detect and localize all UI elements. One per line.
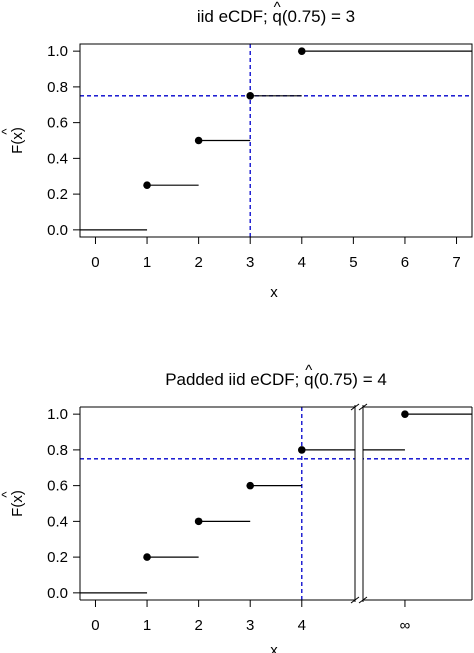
- y-tick-label: 0.6: [47, 478, 68, 495]
- title-q: q: [272, 7, 281, 26]
- title-hat: ^: [305, 362, 312, 379]
- y-tick-label: 0.8: [47, 79, 68, 96]
- y-tick-label: 0.0: [47, 585, 68, 602]
- x-tick-label: 1: [143, 617, 151, 634]
- chart-title: iid eCDF; q(0.75) = 3: [197, 7, 355, 26]
- y-tick-label: 0.2: [47, 186, 68, 203]
- x-tick-label: 2: [194, 254, 202, 271]
- step-point: [143, 553, 151, 561]
- title-prefix: iid eCDF;: [197, 7, 273, 26]
- title-suffix: (0.75) = 3: [282, 7, 355, 26]
- x-axis-label: x: [270, 642, 278, 653]
- x-tick-label: 4: [298, 617, 306, 634]
- y-tick-label: 0.8: [47, 442, 68, 459]
- chart-title: Padded iid eCDF; q(0.75) = 4: [165, 370, 387, 389]
- panel-2: Padded iid eCDF; q(0.75) = 4^: [73, 362, 473, 607]
- plot-frame: [79, 43, 473, 238]
- step-point: [246, 92, 255, 100]
- x-tick-label: 3: [246, 617, 254, 634]
- y-axis-label: F(x): [9, 490, 26, 517]
- x-tick-label: 3: [246, 254, 254, 271]
- panel-1: iid eCDF; q(0.75) = 3^: [73, 0, 473, 244]
- y-tick-label: 0.0: [47, 222, 68, 239]
- axis-break-slash: [358, 403, 368, 411]
- x-tick-label: 0: [91, 254, 99, 271]
- title-q: q: [304, 370, 313, 389]
- step-point: [194, 517, 203, 526]
- step-point: [246, 481, 255, 490]
- step-point: [194, 136, 203, 145]
- y-tick-label: 0.4: [47, 513, 68, 530]
- step-point: [297, 47, 306, 55]
- step-point: [297, 446, 306, 454]
- x-tick-label: 4: [298, 254, 306, 271]
- axis-break-slash: [350, 403, 360, 411]
- y-tick-label: 0.2: [47, 549, 68, 566]
- title-suffix: (0.75) = 4: [314, 370, 387, 389]
- x-tick-label: 7: [452, 254, 460, 271]
- x-tick-label: ∞: [400, 617, 411, 634]
- y-tick-label: 0.6: [47, 115, 68, 132]
- title-prefix: Padded iid eCDF;: [165, 370, 304, 389]
- x-tick-label: 6: [401, 254, 409, 271]
- axis-break-band: [355, 401, 363, 606]
- step-point: [143, 181, 151, 189]
- x-tick-label: 2: [194, 617, 202, 634]
- x-tick-label: 0: [91, 617, 99, 634]
- x-axis-label: x: [270, 284, 278, 301]
- y-tick-label: 1.0: [47, 43, 68, 60]
- y-tick-label: 0.4: [47, 150, 68, 167]
- axis-break-slash: [350, 596, 360, 604]
- x-tick-label: 1: [143, 254, 151, 271]
- y-axis-label: F(x): [9, 127, 26, 154]
- x-tick-label: 5: [349, 254, 357, 271]
- axis-break-slash: [358, 596, 368, 604]
- y-axis-label-hat: ^: [0, 491, 14, 498]
- y-tick-label: 1.0: [47, 406, 68, 423]
- step-point: [401, 410, 409, 418]
- y-axis-label-hat: ^: [0, 128, 14, 135]
- title-hat: ^: [274, 0, 281, 16]
